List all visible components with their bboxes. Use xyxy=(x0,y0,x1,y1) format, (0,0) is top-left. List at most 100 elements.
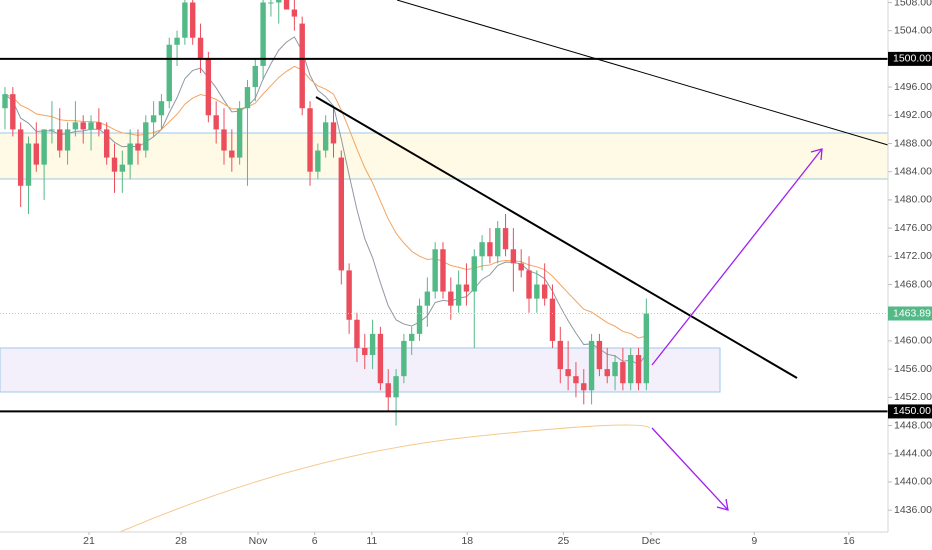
candle-body xyxy=(96,122,102,130)
candle-body xyxy=(10,94,16,130)
candle-body xyxy=(315,150,321,172)
candle-body xyxy=(2,94,8,109)
price-tag xyxy=(888,404,932,419)
candle-body xyxy=(487,242,493,257)
y-tick-label: 1492.00 xyxy=(894,109,932,121)
candle-body xyxy=(150,115,157,123)
ema-line xyxy=(4,65,647,339)
candle-body xyxy=(416,305,423,334)
candle-body xyxy=(526,270,532,299)
candle-body xyxy=(604,369,610,377)
candle-body xyxy=(479,242,485,257)
y-tick-label: 1456.00 xyxy=(894,363,932,375)
price-tag xyxy=(888,51,932,66)
candle-body xyxy=(244,87,251,109)
candle-body xyxy=(236,108,243,158)
candle-body xyxy=(620,362,626,384)
y-tick-label: 1476.00 xyxy=(894,222,932,234)
trend-line xyxy=(396,0,889,146)
trend-line xyxy=(315,96,798,379)
candle-body xyxy=(502,228,509,250)
candle-body xyxy=(510,249,517,264)
y-tick-label: 1460.00 xyxy=(894,335,932,347)
candle-body xyxy=(135,143,141,151)
candle-body xyxy=(581,383,587,391)
candle-body xyxy=(612,362,618,377)
x-tick-label: 18 xyxy=(461,535,473,547)
x-tick-label: Nov xyxy=(249,535,268,547)
candle-body xyxy=(49,129,55,131)
candle-body xyxy=(557,340,563,370)
arrow-head xyxy=(810,148,823,161)
candle-body xyxy=(291,9,298,17)
x-tick-label: 25 xyxy=(558,535,570,547)
candle-body xyxy=(205,58,212,116)
candle-body xyxy=(17,129,24,186)
candle-body xyxy=(252,65,258,88)
y-tick-label: 1468.00 xyxy=(894,278,932,290)
candle-body xyxy=(549,298,556,341)
y-tick-label: 1448.00 xyxy=(894,419,932,431)
candle-body xyxy=(330,122,337,144)
candle-body xyxy=(283,0,290,10)
candle-body xyxy=(80,122,86,130)
x-tick-label: 6 xyxy=(312,535,318,547)
candle-body xyxy=(346,270,352,320)
y-tick-label: 1484.00 xyxy=(894,165,932,177)
candle-body xyxy=(401,340,407,377)
candle-body xyxy=(190,2,196,38)
y-tick-label: 1504.00 xyxy=(894,24,932,36)
candle-body xyxy=(322,122,329,151)
x-tick-label: 16 xyxy=(843,535,855,547)
y-tick-label: 1488.00 xyxy=(894,137,932,149)
candle-body xyxy=(197,37,204,59)
last-price-tag xyxy=(888,306,932,321)
candle-body xyxy=(103,129,110,158)
x-tick-label: 21 xyxy=(83,535,95,547)
candle-body xyxy=(25,143,32,186)
arrow-head xyxy=(716,498,729,511)
x-tick-label: Dec xyxy=(642,535,661,547)
x-tick-label: 28 xyxy=(175,535,187,547)
y-tick-label: 1444.00 xyxy=(894,448,932,460)
candle-body xyxy=(385,383,391,398)
x-tick-label: 11 xyxy=(366,535,377,547)
candle-body xyxy=(643,313,650,384)
candle-body xyxy=(448,291,454,306)
candle-body xyxy=(221,129,227,151)
candle-body xyxy=(541,284,548,299)
candle-body xyxy=(41,129,47,165)
candle-body xyxy=(213,115,219,130)
y-tick-label: 1440.00 xyxy=(894,476,932,488)
candle-body xyxy=(588,340,595,391)
candle-body xyxy=(166,44,172,102)
last-price-label: 1463.89 xyxy=(893,307,931,319)
y-tick-label: 1472.00 xyxy=(894,250,932,262)
candle-body xyxy=(229,150,235,158)
candle-body xyxy=(408,333,415,341)
price-tag-label: 1500.00 xyxy=(893,53,931,65)
candle-body xyxy=(596,340,603,370)
candle-body xyxy=(307,108,313,172)
candle-body xyxy=(455,284,462,306)
candle-body xyxy=(518,263,524,271)
y-tick-label: 1508.00 xyxy=(894,0,932,8)
candle-body xyxy=(64,129,71,151)
axes: 1436.00 1440.00 1444.00 1448.00 1452.00 1456.… xyxy=(83,0,932,547)
candle-body xyxy=(276,0,282,3)
x-tick-label: 9 xyxy=(751,535,757,547)
candle-body xyxy=(369,333,376,356)
candle-body xyxy=(471,256,477,292)
candle-body xyxy=(440,249,446,292)
candle-body xyxy=(72,122,79,130)
candle-body xyxy=(635,355,642,384)
candle-body xyxy=(534,284,540,299)
y-tick-label: 1436.00 xyxy=(894,504,932,516)
arrow-up xyxy=(651,148,823,366)
candle-body xyxy=(158,101,165,116)
price-tag-label: 1450.00 xyxy=(893,405,931,417)
candle-body xyxy=(268,2,274,4)
candle-body xyxy=(362,347,368,356)
candle-body xyxy=(565,369,571,377)
candle-body xyxy=(260,2,266,66)
